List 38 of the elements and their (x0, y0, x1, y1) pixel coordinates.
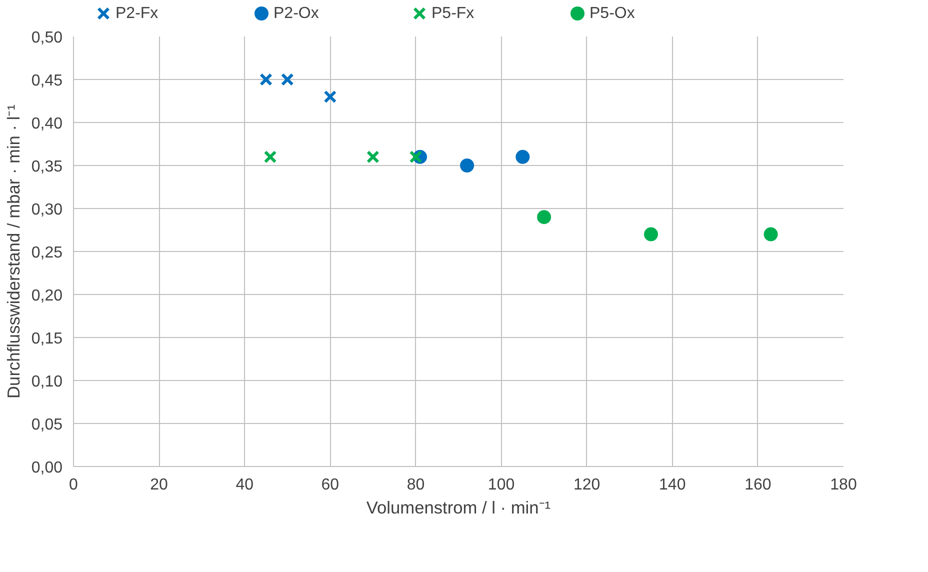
point (537, 210, 552, 224)
x-tick-label: 120 (573, 476, 600, 494)
x-axis-title: Volumenstrom / l · min⁻¹ (366, 498, 551, 518)
y-tick-label: 0,40 (31, 116, 63, 132)
x-tick-label: 100 (488, 476, 515, 494)
y-tick-label: 0,25 (31, 244, 63, 262)
point (324, 90, 337, 104)
x-tick-label: 180 (830, 476, 857, 494)
x-tick-label: 80 (406, 476, 425, 494)
legend-label: P2-Ox (274, 5, 319, 22)
point (409, 150, 422, 164)
point (280, 73, 294, 86)
point (460, 158, 474, 172)
point (764, 227, 778, 242)
point (260, 73, 272, 86)
x-tick-label: 20 (150, 476, 168, 494)
x-tick-label: 140 (659, 476, 686, 494)
y-tick-label: 0,05 (31, 416, 63, 434)
point (644, 227, 658, 242)
point (516, 150, 530, 164)
y-tick-label: 0,45 (31, 72, 63, 90)
y-tick-label: 0,15 (31, 330, 63, 348)
x-tick-label: 160 (744, 476, 772, 494)
y-tick-label: 0,50 (31, 30, 63, 46)
legend-label: P5-Fx (432, 5, 474, 22)
y-tick-label: 0,30 (31, 202, 63, 218)
legend-label: P5-Ox (590, 5, 635, 22)
x-tick-label: 0 (69, 476, 78, 494)
y-tick-label: 0,00 (31, 460, 63, 476)
y-tick-label: 0,35 (31, 158, 63, 176)
x-tick-label: 60 (321, 476, 340, 494)
x-tick-label: 40 (236, 476, 254, 494)
point (366, 150, 380, 164)
legend-label: P2-Fx (116, 5, 158, 22)
point (264, 150, 277, 164)
y-axis-title: Durchflusswiderstand / mbar · min · l⁻¹ (3, 104, 24, 398)
y-tick-label: 0,20 (31, 288, 63, 304)
y-tick-label: 0,10 (31, 374, 63, 390)
